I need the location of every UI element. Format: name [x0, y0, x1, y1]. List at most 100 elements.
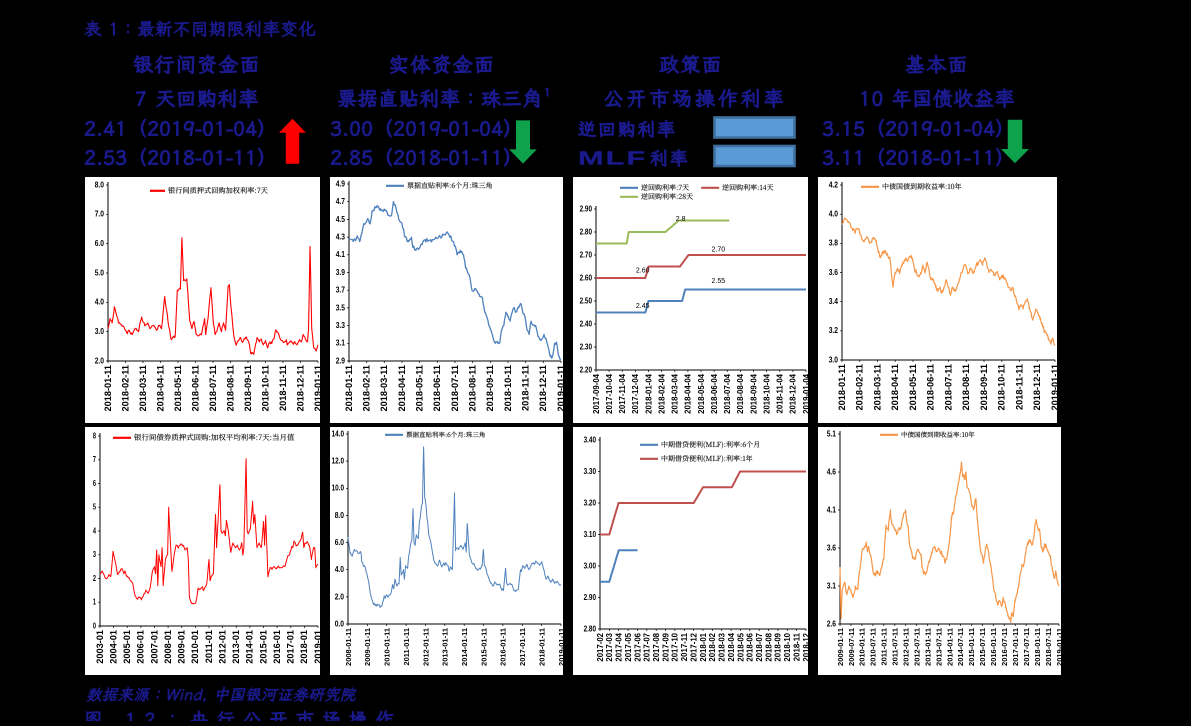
svg-text:2012-01-11: 2012-01-11 — [421, 628, 430, 666]
svg-text:2018-09-11: 2018-09-11 — [243, 365, 253, 412]
svg-text:2008-01: 2008-01 — [163, 630, 173, 664]
svg-text:2018-02-11: 2018-02-11 — [362, 365, 372, 412]
svg-text:2018-09-11: 2018-09-11 — [485, 365, 495, 412]
svg-text:2.90: 2.90 — [584, 592, 597, 602]
svg-text:2018-11-11: 2018-11-11 — [521, 365, 531, 411]
svg-text:2017-01: 2017-01 — [286, 630, 296, 664]
svg-text:2018-10-11: 2018-10-11 — [260, 365, 270, 412]
svg-text:2018-05-11: 2018-05-11 — [415, 365, 425, 412]
svg-text:2018-07-11: 2018-07-11 — [208, 365, 218, 412]
svg-text:8.0: 8.0 — [95, 179, 104, 189]
svg-text:2.55: 2.55 — [712, 278, 726, 285]
svg-text:2017-10-04: 2017-10-04 — [605, 373, 614, 414]
svg-text:2017-04: 2017-04 — [615, 632, 624, 661]
svg-text:2018-08: 2018-08 — [764, 632, 773, 661]
svg-text:4: 4 — [93, 525, 96, 535]
svg-text:2014-01: 2014-01 — [245, 630, 255, 664]
svg-text:2018-11-04: 2018-11-04 — [776, 373, 785, 413]
svg-text:2.70: 2.70 — [580, 249, 593, 259]
svg-text:0: 0 — [93, 620, 96, 630]
svg-text:5.0: 5.0 — [95, 267, 104, 277]
svg-text:2006-01: 2006-01 — [136, 630, 146, 664]
svg-text:4.2: 4.2 — [829, 179, 838, 189]
svg-text:2011-01-11: 2011-01-11 — [880, 628, 889, 666]
svg-text:2017-08: 2017-08 — [652, 632, 661, 661]
svg-text:2015-01-11: 2015-01-11 — [479, 628, 488, 666]
svg-text:2004-01: 2004-01 — [108, 630, 118, 664]
svg-text:2012-01-11: 2012-01-11 — [902, 628, 911, 666]
svg-text:2018-01-11: 2018-01-11 — [1033, 628, 1042, 666]
svg-text:2003-01: 2003-01 — [95, 630, 105, 664]
svg-text:2018-05: 2018-05 — [736, 632, 745, 661]
svg-text:2017-07-11: 2017-07-11 — [1022, 628, 1031, 666]
svg-text:3.5: 3.5 — [336, 302, 345, 312]
svg-text:2.50: 2.50 — [580, 295, 593, 305]
svg-text:2018-09: 2018-09 — [774, 632, 783, 661]
svg-text:2017-06: 2017-06 — [633, 632, 642, 661]
svg-text:2018-04: 2018-04 — [727, 632, 736, 661]
svg-text:3.0: 3.0 — [95, 326, 104, 336]
svg-text:2.9: 2.9 — [336, 355, 345, 365]
svg-text:2018-10-11: 2018-10-11 — [503, 365, 513, 412]
svg-text:2: 2 — [93, 573, 96, 583]
svg-text:2007-01: 2007-01 — [149, 630, 159, 664]
svg-text:4.9: 4.9 — [336, 178, 345, 188]
svg-text:2010-01-11: 2010-01-11 — [383, 628, 392, 666]
svg-text:8.0: 8.0 — [335, 510, 344, 520]
svg-text:2012-01: 2012-01 — [217, 630, 227, 664]
svg-text:2017-11-04: 2017-11-04 — [618, 373, 627, 413]
svg-text:2018-10-04: 2018-10-04 — [762, 373, 771, 414]
svg-text:2016-01: 2016-01 — [272, 630, 282, 664]
svg-text:2018-01-11: 2018-01-11 — [537, 628, 546, 666]
svg-text:2.90: 2.90 — [580, 203, 593, 213]
svg-text:2010-07-11: 2010-07-11 — [869, 628, 878, 666]
svg-text:3.0: 3.0 — [829, 354, 838, 364]
svg-text:2017-12: 2017-12 — [689, 632, 698, 661]
svg-text:14.0: 14.0 — [332, 428, 345, 438]
svg-text:2018-08-11: 2018-08-11 — [468, 365, 478, 412]
svg-text:4.3: 4.3 — [336, 232, 345, 242]
svg-text:2017-12-04: 2017-12-04 — [631, 373, 640, 414]
svg-text:2019-01: 2019-01 — [313, 630, 323, 664]
svg-text:2018-01-11: 2018-01-11 — [103, 365, 113, 412]
svg-text:2018-08-11: 2018-08-11 — [961, 364, 971, 411]
svg-text:2018-09-04: 2018-09-04 — [749, 373, 758, 414]
svg-text:2.80: 2.80 — [580, 226, 593, 236]
svg-text:2018-01: 2018-01 — [299, 630, 309, 664]
svg-text:6.0: 6.0 — [95, 238, 104, 248]
svg-text:2.70: 2.70 — [712, 247, 726, 254]
svg-text:3.1: 3.1 — [827, 580, 836, 590]
svg-text:0.0: 0.0 — [335, 618, 344, 628]
svg-text:2013-07-11: 2013-07-11 — [934, 628, 943, 666]
svg-text:2018-12-11: 2018-12-11 — [295, 365, 305, 412]
svg-text:2019-01-11: 2019-01-11 — [556, 365, 566, 412]
svg-text:10.0: 10.0 — [332, 483, 345, 493]
svg-text:2016-07-11: 2016-07-11 — [1000, 628, 1009, 666]
svg-text:4.7: 4.7 — [336, 196, 345, 206]
svg-text:2015-07-11: 2015-07-11 — [978, 628, 987, 666]
svg-text:5.1: 5.1 — [827, 428, 836, 438]
svg-text:2018-03-04: 2018-03-04 — [671, 373, 680, 414]
svg-text:3: 3 — [93, 549, 96, 559]
svg-text:2018-05-04: 2018-05-04 — [697, 373, 706, 414]
svg-text:2.45: 2.45 — [636, 303, 650, 310]
svg-text:7.0: 7.0 — [95, 209, 104, 219]
svg-text:3.00: 3.00 — [584, 560, 597, 570]
svg-text:3.3: 3.3 — [336, 320, 345, 330]
svg-text:2018-01-11: 2018-01-11 — [344, 365, 354, 412]
svg-text:2018-03-11: 2018-03-11 — [379, 365, 389, 412]
svg-text:4.0: 4.0 — [829, 209, 838, 219]
svg-text:2.60: 2.60 — [580, 272, 593, 282]
svg-text:2018-08-11: 2018-08-11 — [225, 365, 235, 412]
svg-text:2017-03: 2017-03 — [605, 632, 614, 661]
svg-text:2018-12: 2018-12 — [802, 632, 811, 661]
svg-text:4.0: 4.0 — [335, 564, 344, 574]
svg-text:2005-01: 2005-01 — [122, 630, 132, 664]
svg-text:2010-01-11: 2010-01-11 — [858, 628, 867, 666]
svg-text:2017-09-04: 2017-09-04 — [592, 373, 601, 414]
svg-text:2017-01-11: 2017-01-11 — [518, 628, 527, 666]
svg-text:2018-10-11: 2018-10-11 — [997, 364, 1007, 411]
svg-text:2018-04-11: 2018-04-11 — [155, 365, 165, 412]
svg-text:6.0: 6.0 — [335, 537, 344, 547]
svg-text:2.40: 2.40 — [580, 318, 593, 328]
